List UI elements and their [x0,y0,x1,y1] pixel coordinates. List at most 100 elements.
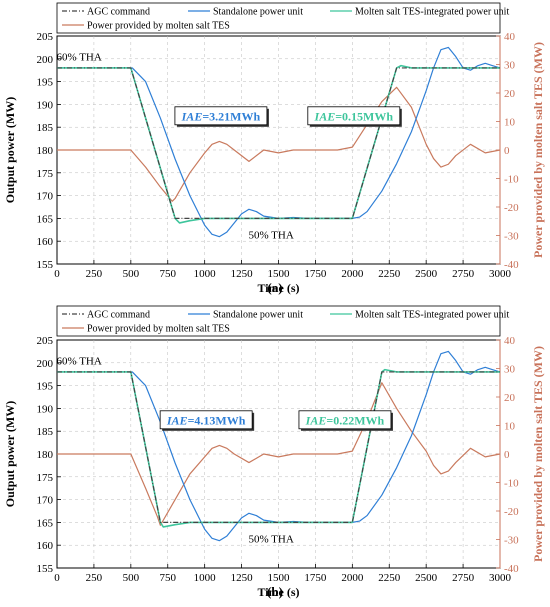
subfigure-label: (a) [267,280,282,295]
x-tick-label: 2500 [415,268,438,280]
iae-label: IAE=0.15MWh [314,109,394,123]
x-tick-label: 1500 [268,572,291,584]
y-right-tick-label: 20 [504,88,516,100]
y-right-tick-label: -30 [504,231,519,243]
y-axis-label: Output power (MW) [3,97,17,203]
legend-label: Standalone power unit [213,7,303,18]
iae-prefix: IAE [181,109,203,123]
y-tick-label: 205 [37,31,54,43]
legend-label: Power provided by molten salt TES [87,324,230,335]
y-tick-label: 165 [37,213,54,225]
x-tick-label: 1250 [231,572,254,584]
x-tick-label: 1000 [194,268,217,280]
legend: AGC command Standalone power unit Molten s… [56,2,509,34]
series-line-tes [57,86,501,202]
legend-label: Standalone power unit [213,310,303,321]
legend-item: Standalone power unit [188,7,303,18]
iae-box-frame [298,410,392,430]
legend-item: Power provided by molten salt TES [62,324,230,335]
y-tick-label: 205 [37,335,54,347]
series-line-agc [57,371,500,524]
subfigure-label: (b) [267,584,283,599]
iae-label: IAE=0.22MWh [305,413,385,427]
x-tick-label: 1750 [304,572,327,584]
x-tick-label: 500 [123,572,140,584]
legend-label: Power provided by molten salt TES [87,21,230,32]
y-tick-label: 190 [37,99,54,111]
legend-item: AGC command [62,310,150,321]
x-tick-label: 1250 [231,268,254,280]
iae-box-frame [159,410,253,430]
y-tick-label: 200 [37,54,54,66]
y-tick-label: 175 [37,472,54,484]
x-tick-label: 3000 [489,572,512,584]
iae-prefix: IAE [314,109,336,123]
x-tick-label: 750 [160,268,177,280]
iae-value: =0.22MWh [326,413,384,427]
y-axis-label: Output power (MW) [3,401,17,507]
x-tick-label: 500 [123,268,140,280]
y-tick-label: 155 [37,563,54,575]
x-tick-label: 2750 [452,268,475,280]
x-tick-label: 1000 [194,572,217,584]
iae-prefix: IAE [305,413,327,427]
iae-box: IAE=4.13MWh [159,410,255,431]
legend-item: Standalone power unit [188,310,303,321]
x-tick-label: 2250 [378,268,401,280]
x-tick-label: 2250 [378,572,401,584]
y-right-tick-label: -40 [504,563,519,575]
y-tick-label: 155 [37,259,54,271]
y-tick-label: 175 [37,168,54,180]
legend-item: Molten salt TES-integrated power unit [330,7,509,18]
x-tick-label: 750 [160,572,177,584]
iae-box: IAE=0.15MWh [307,106,402,127]
y-tick-label: 200 [37,358,54,370]
annotation-label: 60% THA [56,356,101,368]
legend: AGC command Standalone power unit Molten s… [56,305,509,337]
y-tick-label: 190 [37,403,54,415]
y-right-tick-label: 30 [504,60,516,72]
legend-item: Power provided by molten salt TES [62,21,230,32]
y-tick-label: 160 [37,540,54,552]
x-tick-label: 250 [86,268,103,280]
x-tick-label: 3000 [489,268,512,280]
y-tick-label: 195 [37,381,54,393]
y-right-tick-label: -10 [504,174,519,186]
y-right-tick-label: -40 [504,259,519,271]
x-tick-label: 250 [86,572,103,584]
annotation-label: 60% THA [56,52,101,64]
y-tick-label: 160 [37,236,54,248]
legend-frame [56,2,501,34]
iae-label: IAE=3.21MWh [181,109,261,123]
y-tick-label: 185 [37,426,54,438]
annotation-label: 50% THA [248,533,293,545]
x-tick-label: 1500 [268,268,291,280]
x-tick-label: 0 [54,268,60,280]
legend-item: AGC command [62,7,150,18]
y-tick-label: 195 [37,77,54,89]
chart-panel-b: AGC command Standalone power unit Molten s… [3,305,545,599]
y-tick-label: 165 [37,517,54,529]
y-right-tick-label: 10 [504,421,516,433]
y-right-axis-label: Power provided by molten salt TES (MW) [531,346,545,562]
iae-box: IAE=3.21MWh [174,106,269,127]
iae-box-frame [307,106,401,126]
iae-value: =0.15MWh [335,109,393,123]
legend-label: AGC command [87,7,150,18]
iae-box-frame [174,106,268,126]
y-tick-label: 185 [37,122,54,134]
legend-frame [56,305,501,337]
iae-label: IAE=4.13MWh [166,413,246,427]
legend-label: Molten salt TES-integrated power unit [355,7,509,18]
y-right-tick-label: 20 [504,392,516,404]
y-tick-label: 170 [37,191,54,203]
y-right-tick-label: -30 [504,535,519,547]
x-tick-label: 2000 [341,268,364,280]
x-axis-label: Time (s) [257,585,299,599]
y-right-tick-label: 40 [504,31,516,43]
x-tick-label: 2750 [452,572,475,584]
iae-box: IAE=0.22MWh [298,410,393,431]
series-line-tes [57,382,501,526]
y-right-tick-label: 30 [504,364,516,376]
